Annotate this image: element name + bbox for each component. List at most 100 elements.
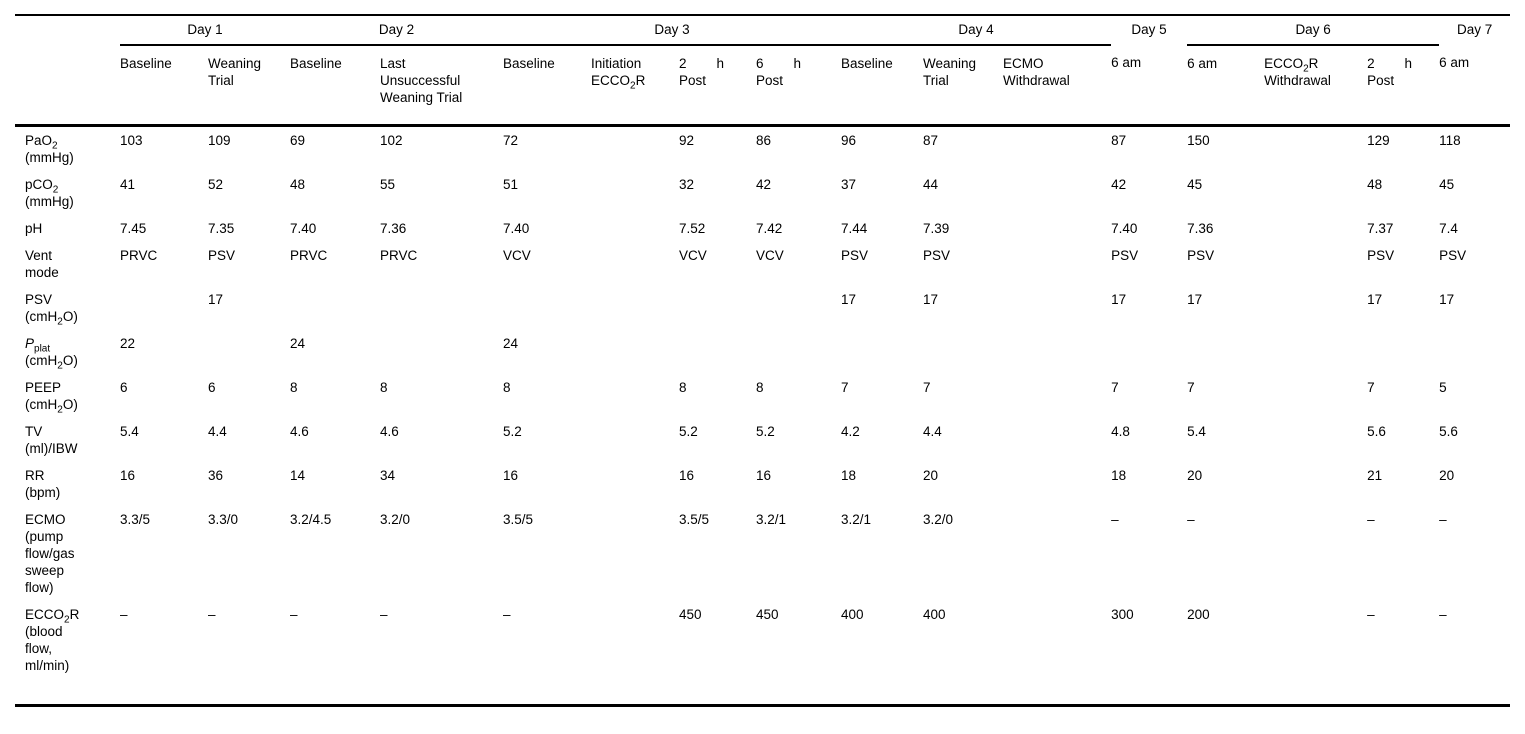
- column-header-label: Baseline: [503, 56, 555, 71]
- value-cell: [591, 506, 679, 601]
- column-header-label: 6 am: [1439, 55, 1470, 70]
- value-cell: 3.2/0: [923, 512, 954, 527]
- value-cell: 42: [1111, 177, 1127, 192]
- row-label: TV (ml)/IBW: [15, 418, 120, 462]
- value-cell: [591, 242, 679, 286]
- value-cell: 3.2/0: [380, 512, 411, 527]
- value-cell: PSV: [208, 248, 236, 263]
- column-header: 2 h Post: [1367, 45, 1440, 127]
- value-cell: 7.39: [923, 221, 950, 236]
- row-label: pH: [15, 215, 120, 242]
- table-row: PaO2 (mmHg) 103 109 69 102 72 92 86 96 87 87 150 129…: [15, 126, 1510, 172]
- value-cell: [591, 171, 679, 215]
- value-cell: [208, 330, 290, 374]
- value-cell: 87: [923, 133, 939, 148]
- value-cell: PRVC: [380, 248, 418, 263]
- value-cell: 7: [841, 380, 849, 395]
- table-container: Day 1 Day 2 Day 3 Day 4 Day 5 Day 6 Day 7 Basel…: [15, 14, 1511, 707]
- table-row: pCO2 (mmHg) 41 52 48 55 51 32 42 37 44 42 45 48 45: [15, 171, 1510, 215]
- column-header: 2 h Post: [679, 45, 756, 127]
- value-cell: [1003, 286, 1111, 330]
- table-row: ECCO2R (blood flow, ml/min) – – – – – 450 450 40…: [15, 601, 1510, 706]
- value-cell: 17: [1111, 292, 1127, 307]
- value-cell: 3.5/5: [503, 512, 534, 527]
- value-cell: 7.44: [841, 221, 868, 236]
- value-cell: 37: [841, 177, 857, 192]
- row-label-text: RR (bpm): [25, 468, 61, 500]
- value-cell: 32: [679, 177, 695, 192]
- value-cell: 22: [120, 336, 136, 351]
- value-cell: [380, 286, 503, 330]
- value-cell: 17: [208, 292, 224, 307]
- table-row: Pplat (cmH2O) 22 24 24: [15, 330, 1510, 374]
- column-header-row: Baseline Weaning Trial Baseline Last Unsucc…: [15, 45, 1511, 127]
- corner-cell: [15, 15, 120, 45]
- value-cell: [591, 330, 679, 374]
- value-cell: PRVC: [120, 248, 158, 263]
- value-cell: [1003, 330, 1111, 374]
- table-row: PSV (cmH2O) 17 17 17 17 17 17 17: [15, 286, 1510, 330]
- value-cell: 450: [679, 607, 702, 622]
- column-header-label: Last Unsuccessful Weaning Trial: [380, 56, 463, 105]
- value-cell: 7.40: [1111, 221, 1138, 236]
- column-header: Baseline: [841, 45, 924, 127]
- value-cell: [1111, 330, 1187, 374]
- value-cell: [1003, 171, 1111, 215]
- value-cell: PRVC: [290, 248, 328, 263]
- table-row: Vent mode PRVC PSV PRVC PRVC VCV VCV VCV PSV PSV P…: [15, 242, 1510, 286]
- value-cell: 6: [120, 380, 128, 395]
- table-row: pH 7.45 7.35 7.40 7.36 7.40 7.52 7.42 7.44 7.39 7.…: [15, 215, 1510, 242]
- value-cell: 48: [290, 177, 306, 192]
- value-cell: 150: [1187, 133, 1210, 148]
- row-label-text: PaO2 (mmHg): [25, 133, 74, 165]
- column-header: 6 am: [1187, 45, 1265, 127]
- value-cell: –: [1187, 512, 1195, 527]
- value-cell: 3.3/0: [208, 512, 239, 527]
- column-header-label: ECCO2R Withdrawal: [1264, 56, 1331, 88]
- value-cell: PSV: [1111, 248, 1139, 263]
- value-cell: 8: [290, 380, 298, 395]
- row-label: Pplat (cmH2O): [15, 330, 120, 374]
- value-cell: PSV: [923, 248, 951, 263]
- value-cell: [1264, 601, 1367, 706]
- value-cell: 5.4: [1187, 424, 1206, 439]
- value-cell: 18: [841, 468, 857, 483]
- value-cell: 51: [503, 177, 519, 192]
- value-cell: 7.52: [679, 221, 706, 236]
- value-cell: [1264, 215, 1367, 242]
- value-cell: 3.2/1: [756, 512, 787, 527]
- value-cell: 55: [380, 177, 396, 192]
- column-header: Initiation ECCO2R: [591, 45, 679, 127]
- value-cell: 7: [1187, 380, 1195, 395]
- value-cell: 400: [923, 607, 946, 622]
- value-cell: 16: [120, 468, 136, 483]
- value-cell: 17: [841, 292, 857, 307]
- value-cell: 5.2: [679, 424, 698, 439]
- value-cell: 129: [1367, 133, 1390, 148]
- value-cell: [1264, 286, 1367, 330]
- value-cell: 5.6: [1367, 424, 1386, 439]
- value-cell: 52: [208, 177, 224, 192]
- value-cell: [1003, 126, 1111, 172]
- row-label: ECMO (pump flow/gas sweep flow): [15, 506, 120, 601]
- clinical-parameters-table: Day 1 Day 2 Day 3 Day 4 Day 5 Day 6 Day 7 Basel…: [15, 14, 1511, 707]
- value-cell: [120, 286, 208, 330]
- value-cell: 4.4: [923, 424, 942, 439]
- value-cell: [591, 462, 679, 506]
- value-cell: –: [1367, 607, 1375, 622]
- value-cell: 6: [208, 380, 216, 395]
- value-cell: 8: [503, 380, 511, 395]
- value-cell: [1187, 330, 1264, 374]
- value-cell: [679, 330, 756, 374]
- value-cell: 16: [679, 468, 695, 483]
- value-cell: 400: [841, 607, 864, 622]
- value-cell: [1264, 171, 1367, 215]
- value-cell: 7: [923, 380, 931, 395]
- column-header-label: Weaning Trial: [208, 56, 262, 88]
- value-cell: 92: [679, 133, 695, 148]
- row-label: pCO2 (mmHg): [15, 171, 120, 215]
- value-cell: 45: [1187, 177, 1203, 192]
- row-label: RR (bpm): [15, 462, 120, 506]
- column-header: Weaning Trial: [923, 45, 1004, 127]
